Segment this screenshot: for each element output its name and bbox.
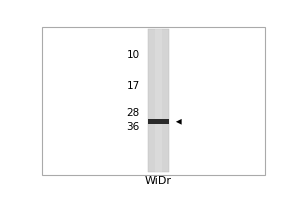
- Text: 17: 17: [127, 81, 140, 91]
- Text: 10: 10: [127, 50, 140, 60]
- Polygon shape: [176, 119, 182, 125]
- Text: 36: 36: [127, 122, 140, 132]
- Bar: [155, 29, 162, 172]
- Bar: [148, 29, 169, 172]
- Text: WiDr: WiDr: [145, 176, 172, 186]
- Text: 28: 28: [127, 108, 140, 118]
- Bar: [148, 119, 169, 124]
